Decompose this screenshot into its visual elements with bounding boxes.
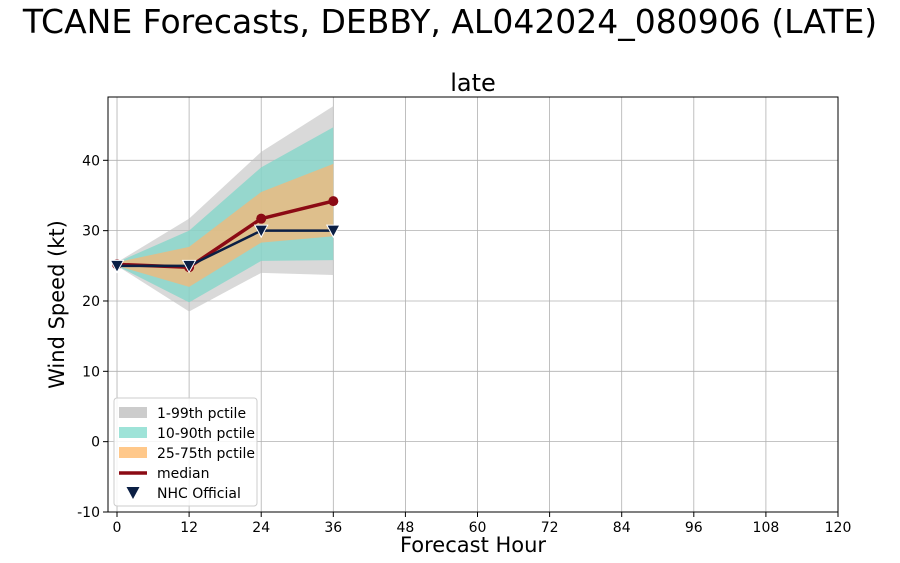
legend-swatch <box>119 407 147 418</box>
x-tick-label: 84 <box>613 520 631 536</box>
tick-layer: 0 12 24 36 48 60 72 84 96 108 120 -10 0 10 20 30 40 <box>77 153 851 536</box>
legend-label: 1-99th pctile <box>157 406 246 422</box>
x-tick-label: 36 <box>324 520 342 536</box>
legend-swatch <box>119 447 147 458</box>
x-tick-label: 72 <box>541 520 559 536</box>
nhc-official-marker <box>253 224 269 239</box>
x-tick-label: 108 <box>753 520 780 536</box>
legend: 1-99th pctile 10-90th pctile 25-75th pctil… <box>113 397 258 507</box>
band-layer <box>117 106 334 312</box>
legend-label: median <box>157 466 209 482</box>
nhc-official-line <box>117 229 334 268</box>
x-tick-label: 24 <box>252 520 270 536</box>
y-tick-label: 20 <box>82 294 100 310</box>
y-tick-label: 40 <box>82 153 100 169</box>
median-point <box>328 196 339 207</box>
y-tick-label: 30 <box>82 224 100 240</box>
series-layer <box>109 196 341 274</box>
plot-frame <box>107 96 839 513</box>
legend-label: 25-75th pctile <box>157 446 255 462</box>
x-tick-label: 12 <box>180 520 198 536</box>
x-tick-label: 120 <box>825 520 852 536</box>
y-tick-label: 0 <box>91 435 100 451</box>
x-tick-label: 0 <box>113 520 122 536</box>
chart-subtitle: late <box>450 69 496 97</box>
legend-box <box>113 397 258 507</box>
legend-label: NHC Official <box>157 486 241 502</box>
y-axis-label: Wind Speed (kt) <box>45 220 69 389</box>
band-25-75th-pctile <box>117 163 334 287</box>
x-axis-label: Forecast Hour <box>400 533 546 557</box>
legend-swatch <box>119 427 147 438</box>
chart-suptitle: TCANE Forecasts, DEBBY, AL042024_080906 … <box>22 2 877 41</box>
legend-label: 10-90th pctile <box>157 426 255 442</box>
y-tick-label: 10 <box>82 364 100 380</box>
legend-swatch <box>126 487 140 499</box>
y-tick-label: -10 <box>77 505 100 521</box>
nhc-official-marker <box>325 224 341 239</box>
median-point <box>256 213 267 224</box>
x-tick-label: 60 <box>469 520 487 536</box>
nhc-official-marker <box>181 259 197 274</box>
x-tick-label: 96 <box>685 520 703 536</box>
x-tick-label: 48 <box>396 520 414 536</box>
nhc-official-marker <box>109 259 125 274</box>
